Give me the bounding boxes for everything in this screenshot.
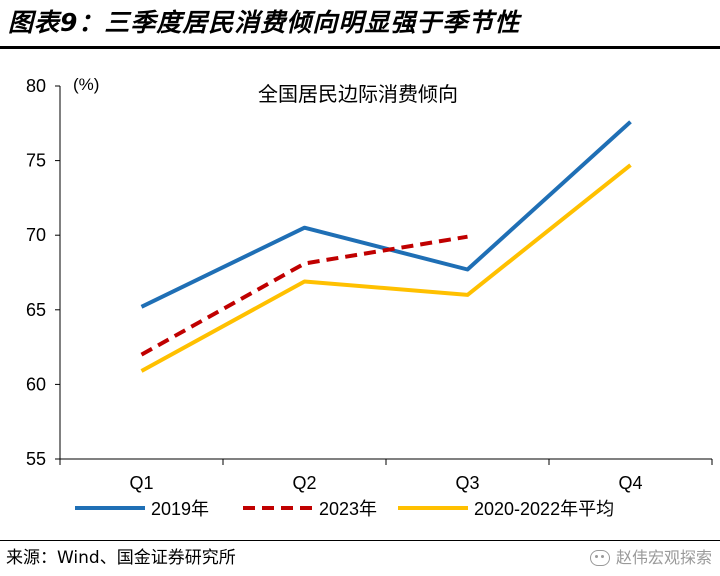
line-chart: 55 60 65 70 75 80 Q1 Q2 Q3 Q4 (%) 全国居民边际消费倾向 2019年… (26, 75, 713, 519)
unit-label: (%) (73, 75, 99, 94)
series-line-2 (140, 163, 632, 373)
y-tick-label: 60 (26, 374, 46, 394)
x-tick-label: Q2 (292, 473, 316, 493)
legend-label-0: 2019年 (151, 499, 209, 519)
legend-label-1: 2023年 (319, 499, 377, 519)
x-tick-label: Q3 (455, 473, 479, 493)
y-tick-label: 55 (26, 449, 46, 469)
watermark-text: 赵伟宏观探索 (615, 548, 712, 567)
footer-rule (0, 540, 720, 541)
x-tick-label: Q1 (129, 473, 153, 493)
figure-title: 图表9：三季度居民消费倾向明显强于季节性 (8, 8, 521, 37)
y-tick-label: 65 (26, 300, 46, 320)
x-tick-label: Q4 (618, 473, 642, 493)
wechat-icon (589, 550, 610, 566)
chart-title: 全国居民边际消费倾向 (258, 82, 458, 106)
y-tick-label: 80 (26, 76, 46, 96)
series-lines (140, 120, 632, 373)
source-note: 来源：Wind、国金证券研究所 (6, 548, 236, 568)
y-tick-label: 70 (26, 225, 46, 245)
legend-label-2: 2020-2022年平均 (474, 499, 614, 519)
chart-legend: 2019年 2023年 2020-2022年平均 (75, 499, 614, 519)
series-line-0 (140, 120, 632, 309)
chart-axes: 55 60 65 70 75 80 Q1 Q2 Q3 Q4 (26, 76, 713, 493)
watermark: 赵伟宏观探索 (589, 545, 712, 571)
chart-labels: (%) 全国居民边际消费倾向 (73, 75, 458, 106)
title-rule (0, 46, 720, 49)
y-tick-label: 75 (26, 151, 46, 171)
series-line-1 (140, 234, 468, 357)
